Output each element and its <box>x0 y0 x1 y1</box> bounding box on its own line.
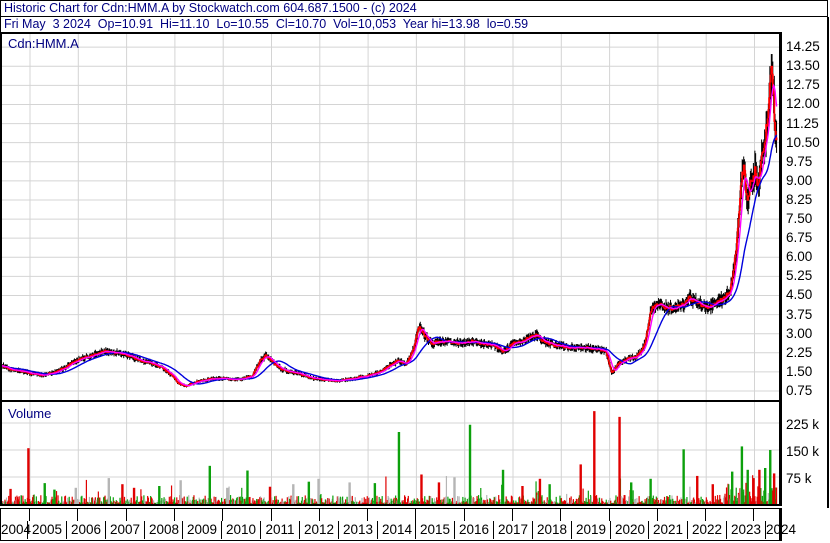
xaxis-tick <box>222 509 223 521</box>
xaxis-tick <box>560 509 561 521</box>
volume-chart-svg <box>2 402 779 504</box>
price-axis-label: 6.00 <box>786 249 813 265</box>
year-label-2006: 2006 <box>66 521 105 539</box>
xaxis-tick <box>657 509 658 521</box>
xaxis-tick <box>753 509 754 521</box>
price-axis-label: 9.75 <box>786 153 813 169</box>
xaxis-tick <box>29 509 30 521</box>
symbol-label: Cdn:HMM.A <box>8 36 79 51</box>
ma-short-line <box>2 83 778 387</box>
price-axis-label: 2.25 <box>786 344 813 360</box>
year-label-2013: 2013 <box>338 521 377 539</box>
price-chart-panel <box>0 32 782 404</box>
xaxis-year-labels: 2004 2005 2006 2007 2008 2009 2010 2011 2012 2013… <box>0 521 797 541</box>
price-axis-label: 8.25 <box>786 191 813 207</box>
price-axis-label: 10.50 <box>786 134 820 150</box>
year-label-2019: 2019 <box>571 521 610 539</box>
xaxis-tick <box>464 509 465 521</box>
xaxis-tick <box>174 509 175 521</box>
ma-long-line <box>2 134 778 385</box>
year-label-2017: 2017 <box>493 521 532 539</box>
year-label-2020: 2020 <box>610 521 649 539</box>
year-label-2012: 2012 <box>299 521 338 539</box>
year-label-2014: 2014 <box>377 521 416 539</box>
price-gridlines <box>2 34 779 402</box>
chart-title-bar: Historic Chart for Cdn:HMM.A by Stockwat… <box>0 0 828 17</box>
quote-info-bar: Fri May 3 2024 Op=10.91 Hi=11.10 Lo=10.5… <box>0 17 828 32</box>
year-label-2024: 2024 <box>765 521 797 539</box>
year-label-2010: 2010 <box>221 521 260 539</box>
volume-bars <box>2 411 778 504</box>
price-axis-label: 9.00 <box>786 172 813 188</box>
year-label-2007: 2007 <box>105 521 144 539</box>
volume-gridlines <box>2 402 779 504</box>
price-axis-label: 14.25 <box>786 39 820 55</box>
year-label-2008: 2008 <box>144 521 183 539</box>
xaxis-tick <box>512 509 513 521</box>
volume-axis-label: 150 k <box>786 444 820 459</box>
year-label-2004: 2004 <box>1 522 32 537</box>
price-axis-label: 12.00 <box>786 96 820 112</box>
xaxis-tick <box>77 509 78 521</box>
price-axis-label: 5.25 <box>786 268 813 284</box>
price-chart-svg <box>2 34 779 402</box>
price-axis-label: 1.50 <box>786 363 813 379</box>
year-label-2005: 2005 <box>27 521 66 539</box>
year-label-2011: 2011 <box>260 521 299 539</box>
xaxis-tick <box>609 509 610 521</box>
price-bar-bodies <box>2 65 778 387</box>
xaxis-tick <box>367 509 368 521</box>
outer-right-border <box>827 17 829 508</box>
volume-chart-panel <box>0 400 782 506</box>
volume-panel-label: Volume <box>8 406 52 421</box>
price-axis-label: 6.75 <box>786 230 813 246</box>
xaxis-tick <box>126 509 127 521</box>
year-label-2022: 2022 <box>687 521 726 539</box>
price-axis-label: 0.75 <box>786 383 813 398</box>
price-axis-label: 7.50 <box>786 211 813 227</box>
year-label-2015: 2015 <box>415 521 454 539</box>
xaxis-tick <box>415 509 416 521</box>
price-axis-label: 3.75 <box>786 306 813 322</box>
price-axis-label: 3.00 <box>786 325 813 341</box>
year-label-2009: 2009 <box>182 521 221 539</box>
xaxis-tick <box>271 509 272 521</box>
volume-axis-label: 75 k <box>786 471 812 486</box>
year-label-2021: 2021 <box>648 521 687 539</box>
year-label-2023: 2023 <box>726 521 765 539</box>
price-axis-label: 13.50 <box>786 58 820 74</box>
year-label-2018: 2018 <box>532 521 571 539</box>
price-axis-label: 12.75 <box>786 77 820 93</box>
xaxis-tick <box>705 509 706 521</box>
price-axis-label: 4.50 <box>786 287 813 303</box>
xaxis-tick-row <box>0 508 782 522</box>
xaxis-tick <box>319 509 320 521</box>
price-axis-label: 11.25 <box>786 115 819 131</box>
volume-axis-label: 225 k <box>786 417 820 432</box>
year-label-2016: 2016 <box>454 521 493 539</box>
